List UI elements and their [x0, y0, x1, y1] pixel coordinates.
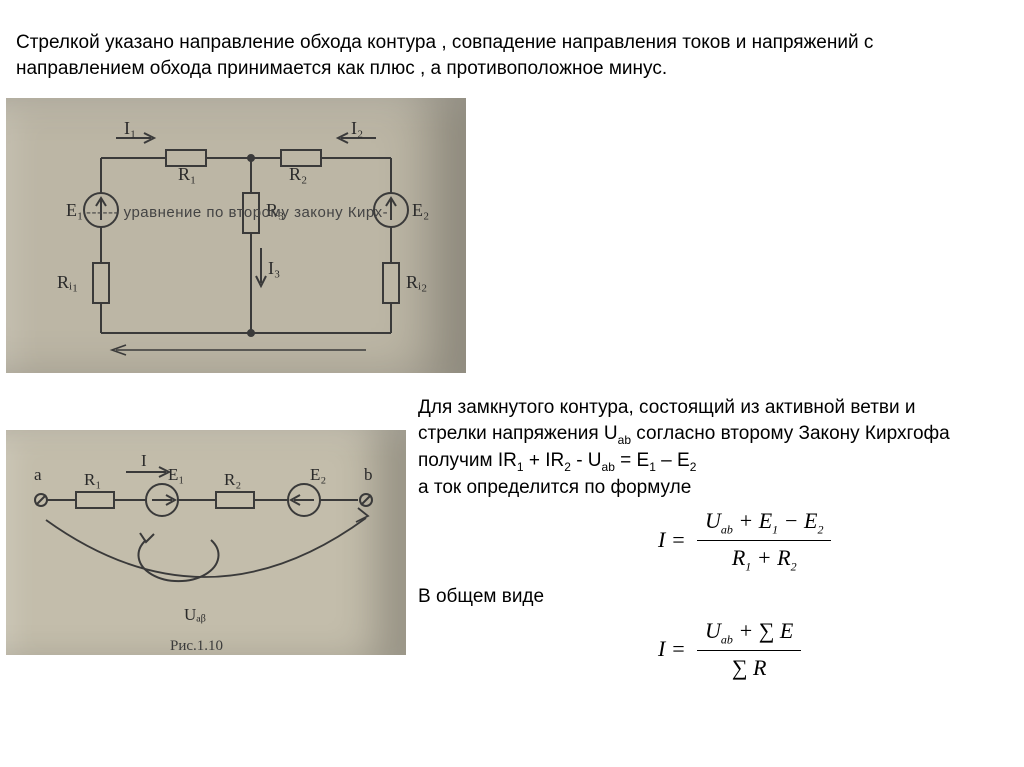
label-I2: I₂ [351, 118, 363, 138]
label2-E2: E₂ [310, 465, 326, 484]
label2-E1: E₁ [168, 465, 184, 484]
label2-R1: R₁ [84, 470, 101, 489]
label-a: a [34, 465, 42, 484]
formula-2: I = Uab + ∑ E ∑ R [658, 616, 978, 682]
figure-bottom-caption: Рис.1.10 [170, 638, 223, 655]
label-R2: R₂ [289, 164, 307, 184]
figure-top-circuit: ------ уравнение по второму закону Кирх- [6, 98, 466, 373]
circuit-top-svg: I₁ I₂ R₁ R₂ R₃ E₁ E₂ Rᵢ₁ Rᵢ₂ I₃ [6, 98, 466, 373]
intro-paragraph: Стрелкой указано направление обхода конт… [16, 30, 976, 81]
figure-bottom-circuit: a b R₁ R₂ E₁ E₂ I Uₐᵦ [6, 430, 406, 655]
label2-R2: R₂ [224, 470, 241, 489]
label-Ri2: Rᵢ₂ [406, 272, 427, 292]
formula2-lhs: I = [658, 636, 692, 661]
label2-I: I [141, 451, 147, 470]
label-I1: I₁ [124, 118, 136, 138]
label-E1: E₁ [66, 200, 83, 220]
label2-Uab: Uₐᵦ [184, 605, 206, 624]
formula-1: I = Uab + E1 − E2 R1 + R2 [658, 506, 978, 574]
para1-a-sub: ab [618, 432, 631, 446]
para1-b: а ток определится по формуле [418, 477, 691, 498]
body-text-column: Для замкнутого контура, состоящий из акт… [418, 395, 978, 686]
formula1-lhs: I = [658, 527, 692, 552]
para2: В общем виде [418, 584, 978, 610]
circuit-bottom-svg: a b R₁ R₂ E₁ E₂ I Uₐᵦ [6, 430, 406, 655]
label-R1: R₁ [178, 164, 196, 184]
figure-top-partial-text: ------ уравнение по второму закону Кирх- [86, 204, 388, 221]
label-Ri1: Rᵢ₁ [57, 272, 78, 292]
label-b: b [364, 465, 373, 484]
label-I3: I₃ [268, 258, 280, 278]
label-E2: E₂ [412, 200, 429, 220]
